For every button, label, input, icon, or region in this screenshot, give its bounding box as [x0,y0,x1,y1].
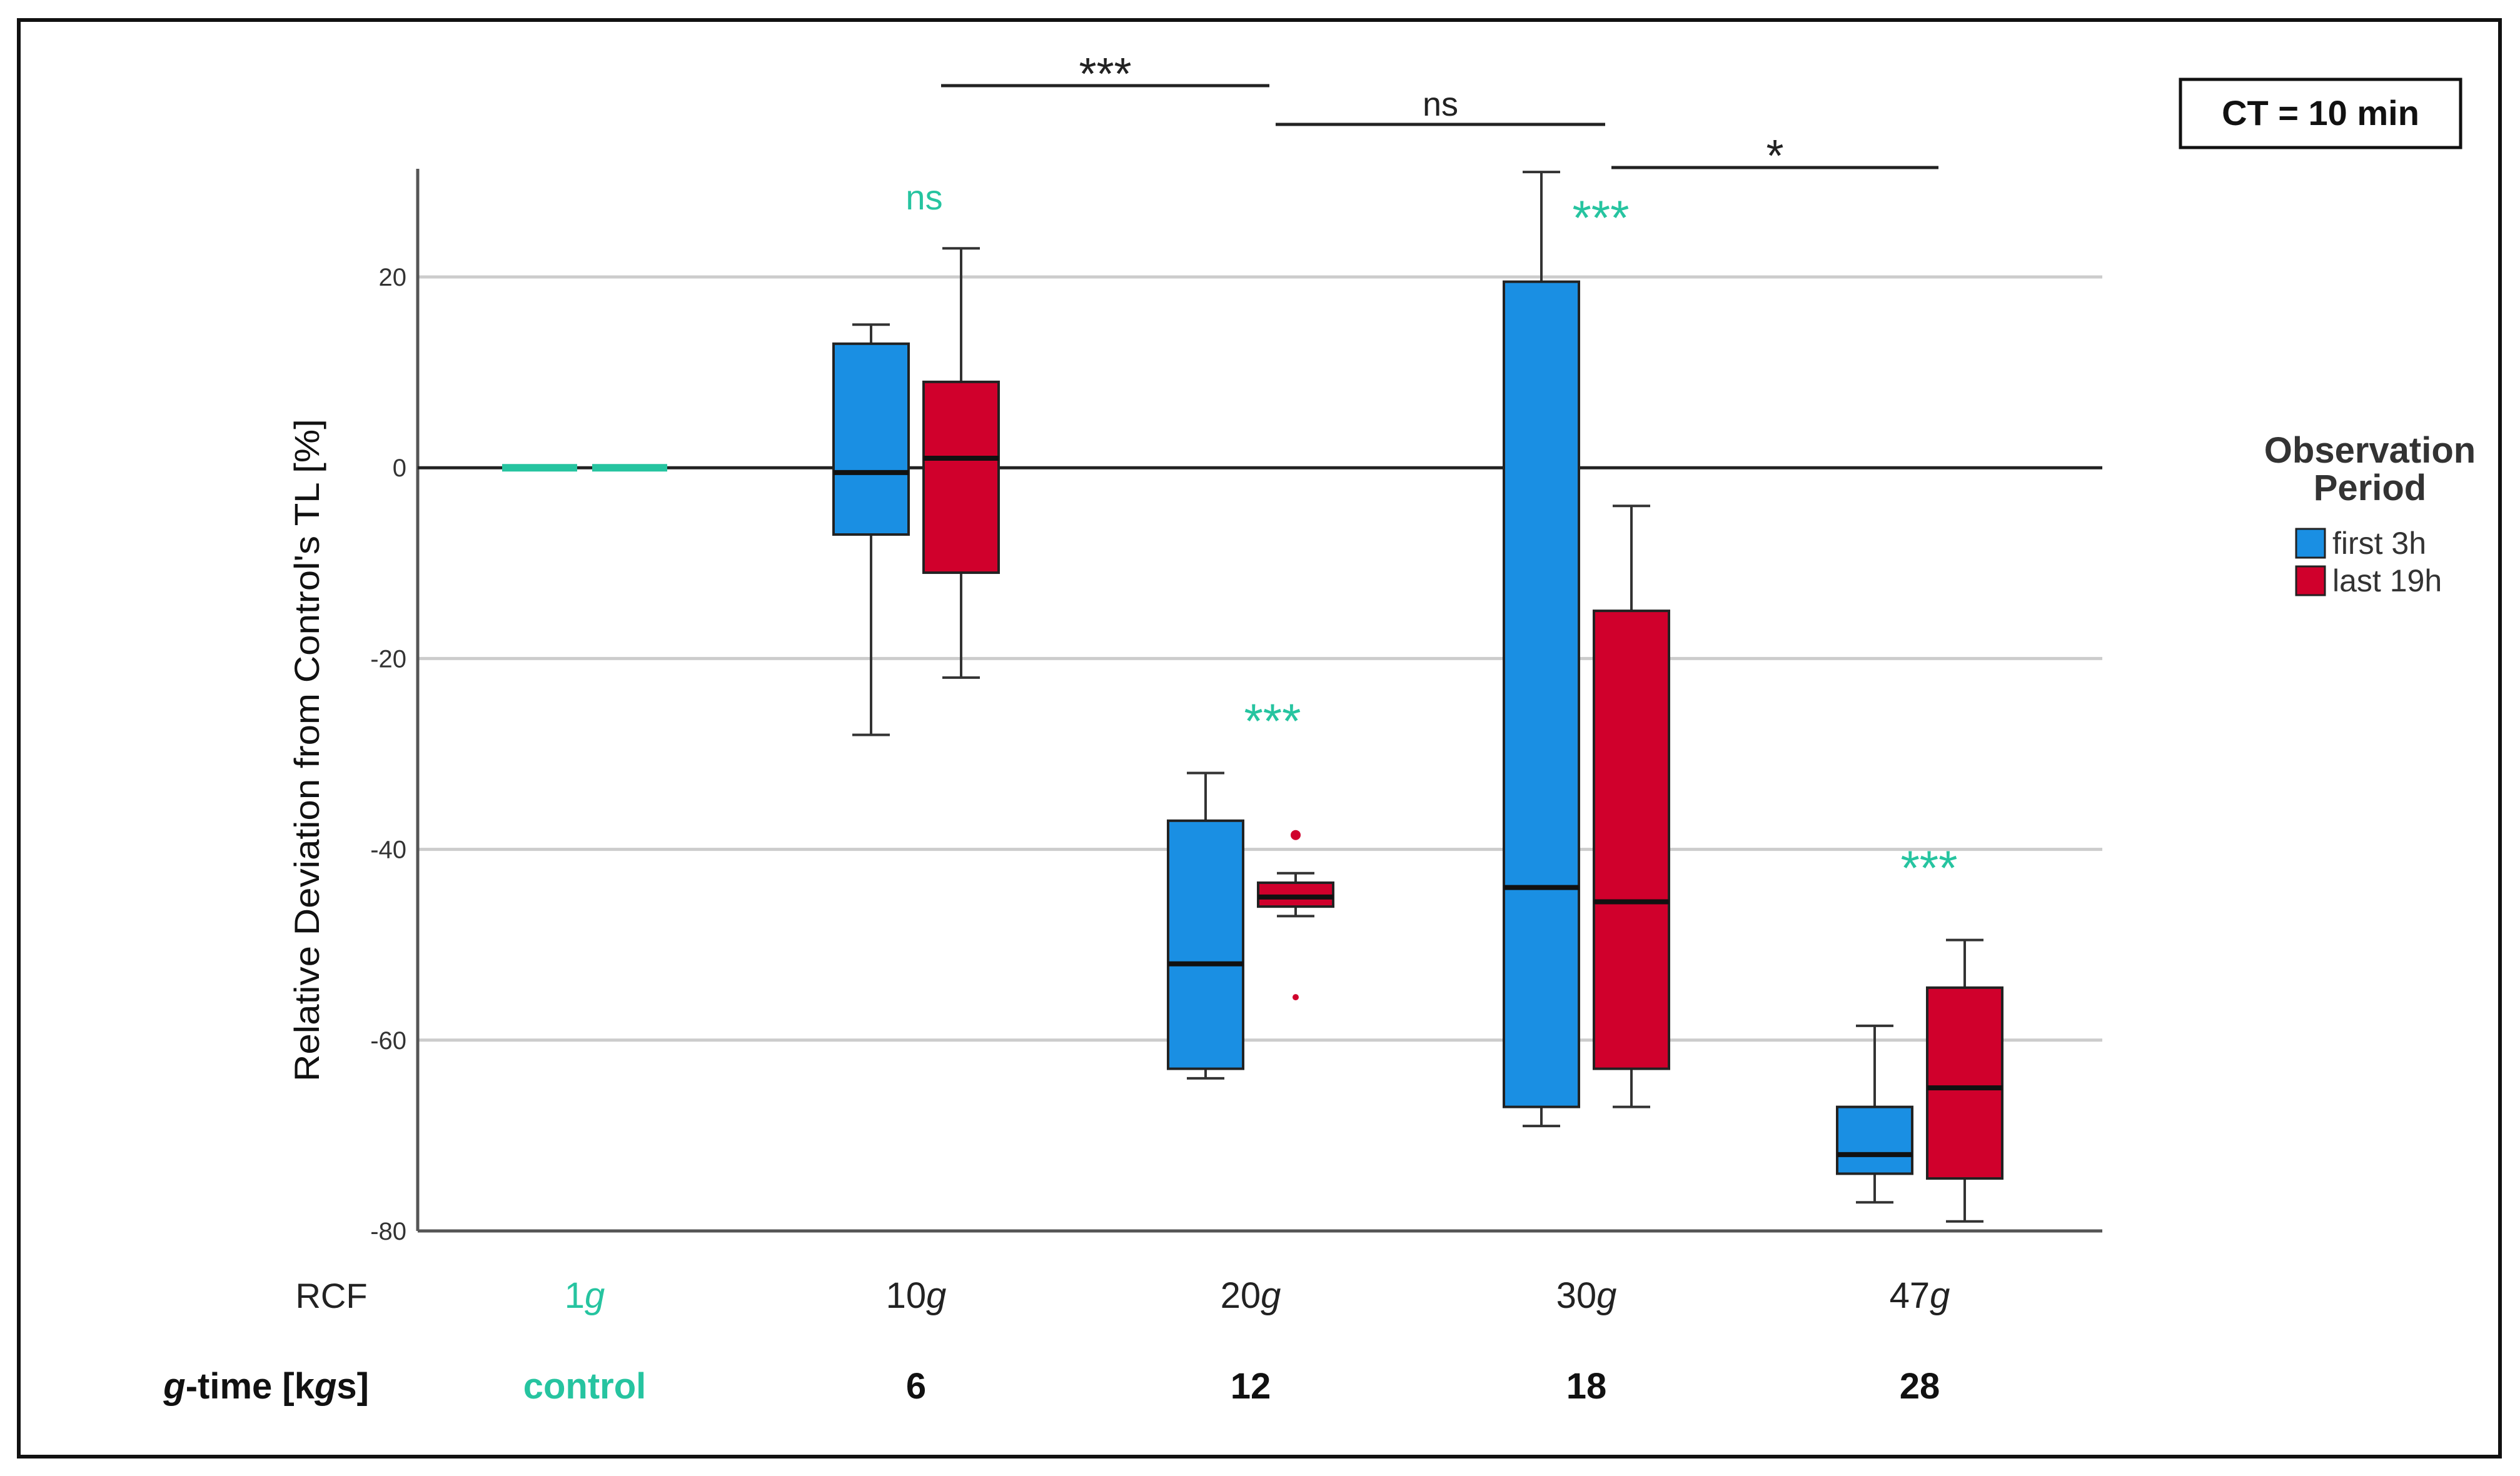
figure-border [17,18,2502,1458]
box-plot [1926,938,2003,1223]
box-iqr [1926,986,2003,1180]
rcf-row-label: RCF [295,1276,367,1315]
y-tick-label: 0 [393,454,406,482]
y-tick-label: -60 [370,1027,406,1055]
y-tick-label: 20 [379,264,407,291]
box-plot [1257,830,1334,1001]
pairwise-significance-label: ns [1423,86,1458,123]
rcf-tick-label: 1g [565,1275,605,1316]
legend-title-line2: Period [2314,468,2427,508]
box-plot [1503,171,1580,1128]
axes: 20 0 -20 -40 -60 -80 [370,169,2102,1245]
y-axis-label: Relative Deviation from Control's TL [%] [287,419,326,1082]
group-significance-label: *** [1900,840,1957,895]
group-significance-label: ns [905,178,942,217]
rcf-tick-label: 10g [886,1275,947,1316]
y-tick-label: -80 [370,1218,406,1245]
legend-swatch-first-3h [2295,528,2326,559]
box-iqr [1836,1105,1913,1175]
legend-title-line1: Observation [2264,430,2476,471]
y-tick-label: -40 [370,836,406,864]
legend: Observation Period first 3h last 19h [2264,430,2476,598]
ct-label-box: CT = 10 min [2179,78,2462,149]
rcf-tick-label: 30g [1556,1275,1617,1316]
legend-swatch-last-19h [2295,565,2326,596]
group-significance-label: *** [1244,693,1301,748]
outlier-point [1291,830,1301,840]
box-iqr [1593,610,1670,1070]
pairwise-significance-label: *** [1079,49,1131,99]
box-iqr [832,342,910,536]
gtime-row-label: g-time [kgs] [163,1366,369,1407]
box-iqr [922,380,1000,575]
gtime-tick-label: 6 [906,1366,926,1407]
gtime-tick-label: 28 [1900,1366,1940,1407]
significance-annotations: ns *** *** *** *** ns * [905,49,1957,895]
gtime-tick-label: 12 [1231,1366,1271,1407]
group-significance-label: *** [1572,190,1629,245]
box-iqr [1503,280,1580,1108]
gtime-tick-label: control [523,1366,647,1407]
grid-lines [418,275,2102,1042]
box-plots [502,171,2003,1223]
pairwise-significance-label: * [1766,131,1783,181]
box-plot [922,247,1000,679]
legend-label-first-3h: first 3h [2332,526,2426,561]
rcf-tick-label: 47g [1890,1275,1950,1316]
box-plot [1593,505,1670,1108]
gtime-tick-label: 18 [1566,1366,1607,1407]
box-plot [832,323,910,736]
box-plot [1167,771,1244,1080]
box-iqr [1167,819,1244,1070]
legend-label-last-19h: last 19h [2332,563,2442,598]
box-plot [1836,1024,1913,1204]
y-tick-label: -20 [370,645,406,673]
outlier-point [1293,994,1299,1001]
ct-label: CT = 10 min [2222,93,2419,133]
group-label-rows: RCF g-time [kgs] 1g control 10g 6 20g 12 30g 18… [163,1275,1950,1407]
rcf-tick-label: 20g [1221,1275,1281,1316]
